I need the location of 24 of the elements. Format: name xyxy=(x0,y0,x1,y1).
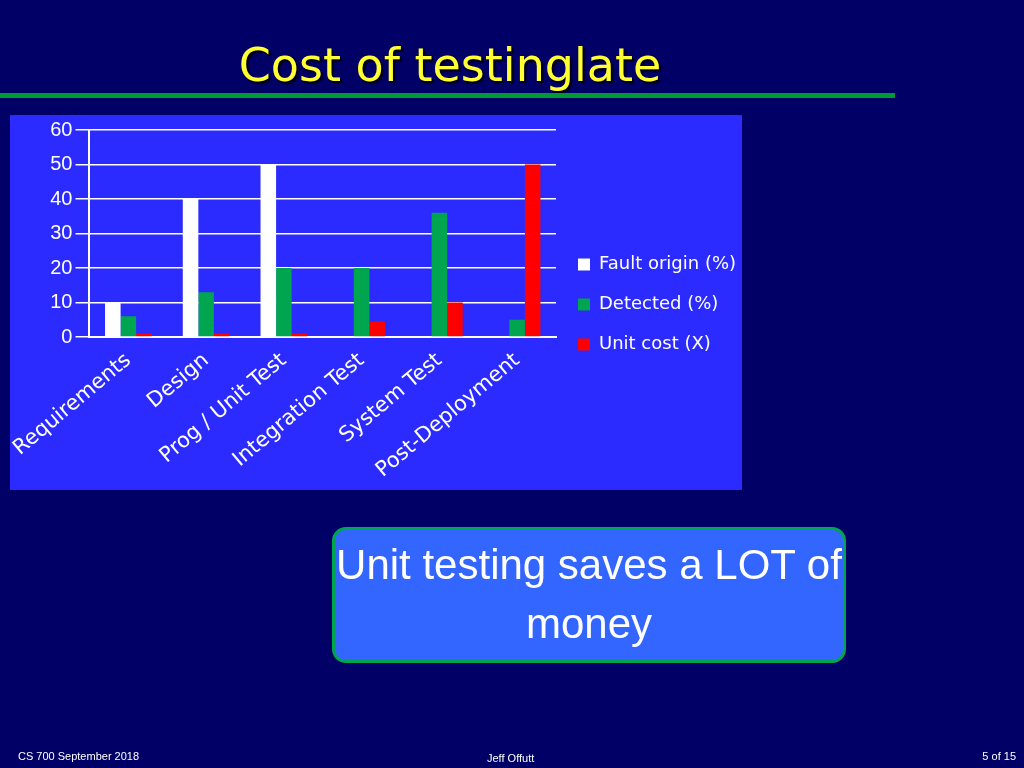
legend-label: Unit cost (X) xyxy=(599,332,711,354)
bar xyxy=(524,164,541,337)
text: Unit testing saves a LOT of money xyxy=(332,527,846,663)
bar xyxy=(120,316,137,337)
y-tick-label: 20 xyxy=(50,255,73,278)
bar xyxy=(447,302,463,337)
text: Jeff Offutt xyxy=(487,752,535,764)
bar xyxy=(276,268,292,337)
chart-title: Cost of testinglate xyxy=(237,38,663,92)
bar xyxy=(353,268,370,337)
y-tick-label: 10 xyxy=(50,290,73,313)
bar xyxy=(198,292,214,337)
y-tick-label: 0 xyxy=(61,324,73,347)
text: 5 of 15 xyxy=(982,750,1016,762)
y-tick-label: 40 xyxy=(50,186,73,209)
y-tick-label: 30 xyxy=(50,221,73,244)
y-tick-label: 60 xyxy=(50,117,73,140)
legend-label: Detected (%) xyxy=(599,292,719,314)
bar xyxy=(431,212,448,337)
bar xyxy=(509,319,525,337)
text: CS 700 September 2018 xyxy=(18,750,140,762)
bar xyxy=(369,321,385,337)
y-tick-label: 50 xyxy=(50,152,73,175)
legend-label: Fault origin (%) xyxy=(599,252,737,274)
